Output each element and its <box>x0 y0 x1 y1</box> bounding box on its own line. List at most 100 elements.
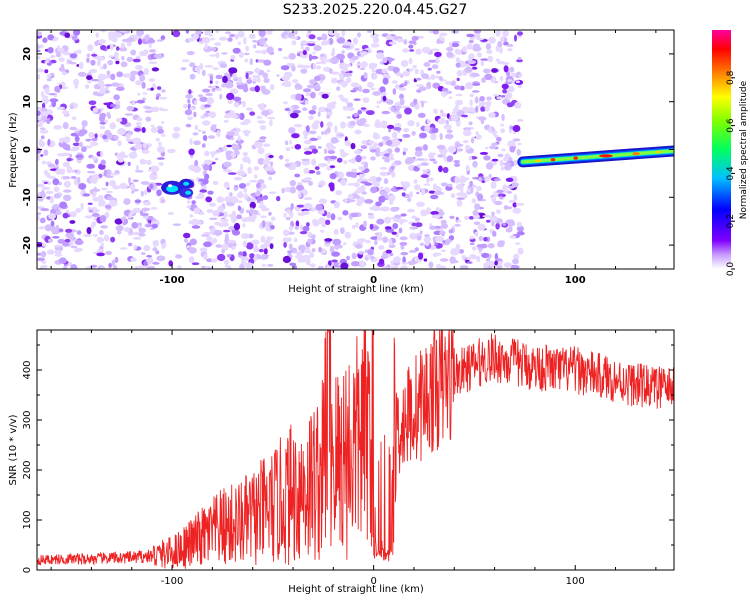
noise-speckle <box>354 48 360 51</box>
noise-speckle <box>242 251 247 258</box>
noise-speckle <box>214 157 219 161</box>
noise-speckle <box>450 114 459 122</box>
noise-speckle <box>512 202 517 208</box>
noise-speckle <box>146 255 153 258</box>
noise-speckle <box>39 127 46 130</box>
noise-speckle <box>363 161 369 169</box>
noise-speckle <box>237 41 241 46</box>
noise-speckle <box>199 211 205 215</box>
noise-speckle <box>280 65 290 71</box>
noise-speckle <box>294 173 301 178</box>
noise-speckle <box>356 119 366 127</box>
noise-speckle <box>487 55 494 63</box>
noise-speckle <box>147 39 156 44</box>
noise-speckle <box>306 125 310 133</box>
noise-speckle <box>502 30 509 37</box>
noise-speckle <box>465 82 474 90</box>
noise-speckle <box>495 209 501 215</box>
noise-speckle <box>142 97 146 101</box>
noise-speckle <box>136 117 143 122</box>
noise-speckle <box>376 235 383 241</box>
noise-speckle <box>214 42 222 46</box>
noise-speckle <box>455 93 463 97</box>
noise-speckle <box>368 215 375 220</box>
noise-speckle <box>356 187 362 194</box>
noise-speckle <box>419 132 428 139</box>
noise-speckle <box>466 188 471 193</box>
noise-speckle <box>48 238 53 243</box>
noise-speckle <box>62 242 70 247</box>
noise-speckle <box>321 131 325 136</box>
noise-speckle <box>150 106 160 113</box>
noise-speckle <box>338 55 346 60</box>
noise-speckle <box>200 115 207 119</box>
noise-speckle <box>312 51 316 55</box>
noise-speckle <box>398 87 407 91</box>
noise-speckle <box>256 115 263 120</box>
noise-speckle <box>266 30 273 35</box>
noise-speckle <box>161 199 166 203</box>
noise-speckle <box>224 259 230 266</box>
noise-speckle <box>109 43 114 51</box>
noise-speckle <box>309 252 315 258</box>
noise-speckle <box>485 162 494 170</box>
noise-speckle <box>326 106 334 110</box>
noise-speckle <box>234 33 239 40</box>
noise-speckle <box>287 250 293 254</box>
noise-speckle <box>370 186 378 194</box>
colorbar-tick-label: 0.4 <box>726 166 736 181</box>
noise-speckle <box>194 100 198 106</box>
noise-speckle <box>348 70 353 74</box>
noise-speckle <box>475 131 479 136</box>
noise-speckle <box>351 56 359 61</box>
noise-speckle <box>283 212 287 218</box>
noise-speckle <box>202 135 208 141</box>
feature-blob <box>185 190 192 195</box>
noise-speckle <box>469 254 477 259</box>
noise-speckle <box>474 33 481 39</box>
noise-speckle <box>331 71 340 75</box>
noise-speckle <box>415 84 424 87</box>
noise-speckle <box>206 97 215 105</box>
noise-speckle <box>395 186 404 190</box>
noise-speckle <box>477 223 486 231</box>
noise-speckle <box>448 41 453 49</box>
noise-speckle <box>304 177 312 181</box>
noise-speckle <box>245 45 250 52</box>
noise-speckle <box>510 72 517 77</box>
noise-speckle <box>396 113 403 119</box>
noise-speckle <box>470 137 475 144</box>
noise-speckle <box>455 49 462 54</box>
noise-speckle <box>391 141 398 145</box>
noise-speckle <box>478 116 487 121</box>
noise-speckle <box>351 224 356 229</box>
noise-speckle <box>471 198 476 204</box>
noise-speckle <box>60 63 65 70</box>
noise-speckle <box>294 255 302 259</box>
noise-speckle <box>370 43 380 48</box>
noise-speckle <box>434 225 442 229</box>
noise-speckle <box>486 96 492 101</box>
noise-speckle <box>295 220 300 228</box>
noise-speckle <box>472 83 481 86</box>
noise-speckle <box>62 176 71 180</box>
noise-speckle <box>37 74 41 80</box>
noise-speckle <box>114 51 119 59</box>
noise-speckle <box>488 36 496 44</box>
noise-speckle <box>234 150 240 156</box>
noise-speckle <box>502 88 508 94</box>
noise-speckle <box>261 110 270 116</box>
noise-speckle <box>378 258 385 265</box>
noise-speckle <box>482 215 492 218</box>
noise-speckle <box>134 199 142 204</box>
noise-speckle <box>346 171 353 177</box>
noise-speckle <box>314 75 321 82</box>
noise-speckle <box>103 74 113 79</box>
noise-speckle <box>303 197 313 201</box>
noise-speckle <box>53 193 61 199</box>
noise-speckle <box>139 74 146 82</box>
noise-speckle <box>62 266 68 269</box>
noise-speckle <box>189 62 196 68</box>
noise-speckle <box>515 203 525 206</box>
noise-speckle <box>205 196 213 203</box>
